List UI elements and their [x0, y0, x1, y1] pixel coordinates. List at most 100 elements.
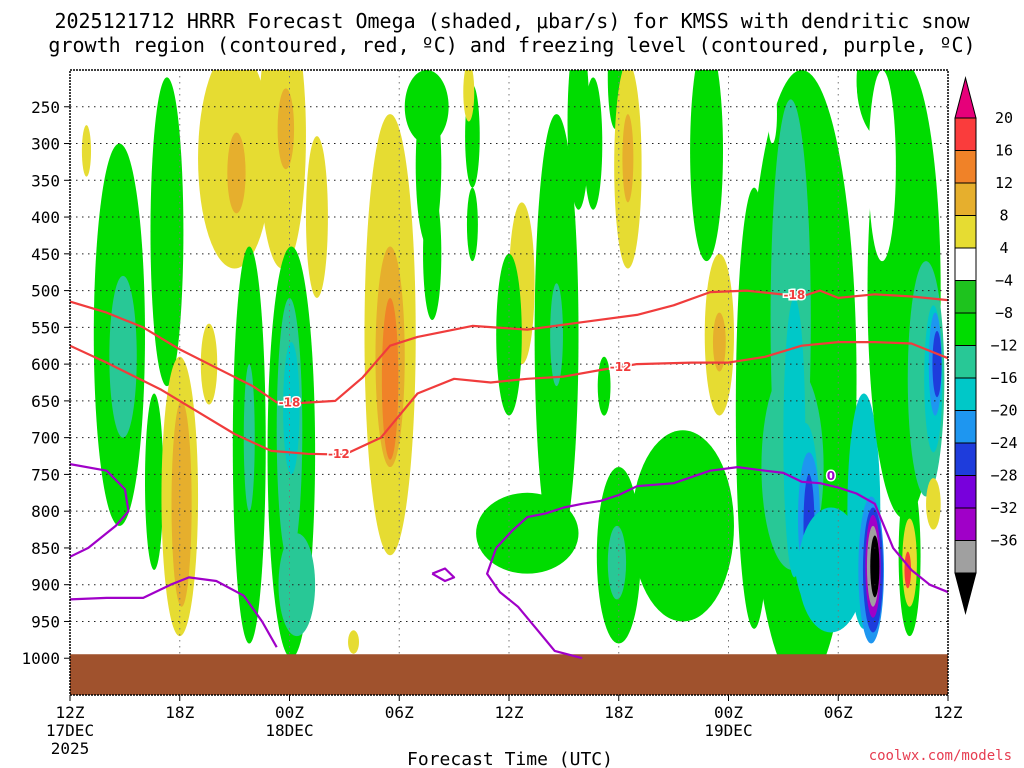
- x-tick-label-0: 12Z: [56, 703, 85, 722]
- colorbar-swatch-8: [954, 377, 977, 411]
- colorbar-swatch-13: [954, 540, 977, 574]
- x-axis-label: Forecast Time (UTC): [407, 749, 613, 768]
- colorbar-label-4: 4: [999, 239, 1008, 257]
- omega-neutral-hole-0: [868, 70, 896, 262]
- colorbar-label-2: 12: [995, 174, 1013, 192]
- colorbar-label-8: −16: [990, 369, 1017, 387]
- contour-line-3: [70, 576, 278, 648]
- colorbar-label-9: −20: [990, 402, 1017, 420]
- y-tick-label-600: 600: [31, 355, 60, 374]
- colorbar-label-12: −32: [990, 499, 1017, 517]
- y-tick-label-400: 400: [31, 208, 60, 227]
- x-tick-label-8: 12Z: [934, 703, 963, 722]
- colorbar-label-0: 20: [995, 109, 1013, 127]
- omega-region-18: [278, 533, 316, 637]
- x-tick-date-0: 17DEC: [46, 721, 94, 740]
- y-tick-label-950: 950: [31, 612, 60, 631]
- omega-region-3: [150, 77, 184, 387]
- colorbar-swatch-5: [954, 280, 977, 314]
- y-tick-label-500: 500: [31, 282, 60, 301]
- colorbar-label-7: −12: [990, 337, 1017, 355]
- colorbar-swatch-7: [954, 345, 977, 379]
- colorbar-label-11: −28: [990, 467, 1017, 485]
- omega-region-47: [712, 312, 726, 372]
- temperature-contours: -18 -18 -12 -12 0: [70, 287, 948, 660]
- x-tick-label-7: 06Z: [824, 703, 853, 722]
- y-tick-label-850: 850: [31, 539, 60, 558]
- y-tick-label-300: 300: [31, 135, 60, 154]
- y-tick-label-650: 650: [31, 392, 60, 411]
- omega-region-39: [597, 356, 611, 416]
- contour-label-0-0: -18: [279, 395, 301, 409]
- omega-region-21: [381, 297, 399, 460]
- chart-title-line-2: growth region (contoured, red, ºC) and f…: [48, 33, 975, 57]
- colorbar-label-1: 16: [995, 142, 1013, 160]
- omega-neutral-hole-1: [840, 70, 858, 151]
- x-tick-label-2: 00Z: [275, 703, 304, 722]
- colorbar-top-arrow: [954, 76, 977, 119]
- x-tick-year-0: 2025: [51, 739, 90, 758]
- x-tick-date-2: 18DEC: [265, 721, 313, 740]
- y-tick-label-900: 900: [31, 576, 60, 595]
- colorbar-swatch-11: [954, 475, 977, 509]
- y-tick-label-350: 350: [31, 171, 60, 190]
- omega-region-22: [348, 630, 360, 654]
- contour-label-0-1: -18: [784, 288, 806, 302]
- omega-region-14: [243, 364, 255, 512]
- omega-region-17: [283, 342, 300, 475]
- omega-region-10: [258, 70, 306, 269]
- colorbar-swatch-2: [954, 182, 977, 216]
- contour-line-1: [70, 341, 948, 456]
- y-tick-label-800: 800: [31, 502, 60, 521]
- colorbar-swatch-1: [954, 150, 977, 184]
- omega-region-38: [622, 114, 634, 203]
- colorbar-label-6: −8: [995, 304, 1013, 322]
- ground-layer: [70, 654, 948, 695]
- omega-region-33: [476, 492, 579, 574]
- omega-region-11: [277, 88, 295, 170]
- contour-label-4-0: 0: [827, 469, 835, 483]
- x-tick-label-3: 06Z: [385, 703, 414, 722]
- omega-region-25: [423, 187, 442, 320]
- credit-text: coolwx.com/models: [869, 748, 1012, 764]
- contour-label-1-0: -12: [328, 447, 350, 461]
- omega-region-45: [690, 70, 724, 262]
- omega-region-44: [631, 430, 734, 622]
- x-tick-label-4: 12Z: [495, 703, 524, 722]
- colorbar-label-5: −4: [995, 272, 1013, 290]
- colorbar-swatch-9: [954, 410, 977, 444]
- colorbar-swatch-10: [954, 442, 977, 476]
- omega-region-0: [81, 125, 92, 177]
- omega-region-56: [798, 507, 864, 633]
- omega-region-71: [904, 551, 912, 589]
- y-tick-label-450: 450: [31, 245, 60, 264]
- contour-line-5: [486, 547, 583, 660]
- omega-region-2: [109, 275, 137, 438]
- y-axis-ticks: 250 300 350 400 450 500 550 600 650 700 750 800 850 9…: [21, 98, 70, 668]
- omega-region-72: [926, 478, 941, 530]
- omega-region-62: [870, 535, 880, 598]
- ground-fill: [70, 654, 948, 695]
- contour-line-4: [495, 466, 948, 594]
- colorbar: 20 16 12 8 4 −4 −8 −12 −16 −20 −24 −28 −32 −36: [954, 76, 1018, 615]
- y-tick-label-1000: 1000: [21, 649, 60, 668]
- colorbar-swatch-6: [954, 312, 977, 346]
- colorbar-swatch-12: [954, 507, 977, 541]
- omega-region-27: [466, 187, 478, 262]
- contour-line-2: [70, 463, 130, 558]
- x-tick-date-6: 19DEC: [704, 721, 752, 740]
- colorbar-bottom-arrow: [954, 572, 977, 615]
- y-tick-label-750: 750: [31, 465, 60, 484]
- contour-line-6: [431, 567, 456, 583]
- colorbar-label-10: −24: [990, 434, 1017, 452]
- x-tick-label-6: 00Z: [714, 703, 743, 722]
- x-tick-label-5: 18Z: [604, 703, 633, 722]
- omega-region-34: [567, 70, 590, 210]
- omega-region-28: [463, 70, 475, 122]
- omega-region-4: [144, 393, 164, 570]
- contour-label-1-1: -12: [610, 360, 632, 374]
- y-tick-label-250: 250: [31, 98, 60, 117]
- colorbar-label-13: −36: [990, 532, 1017, 550]
